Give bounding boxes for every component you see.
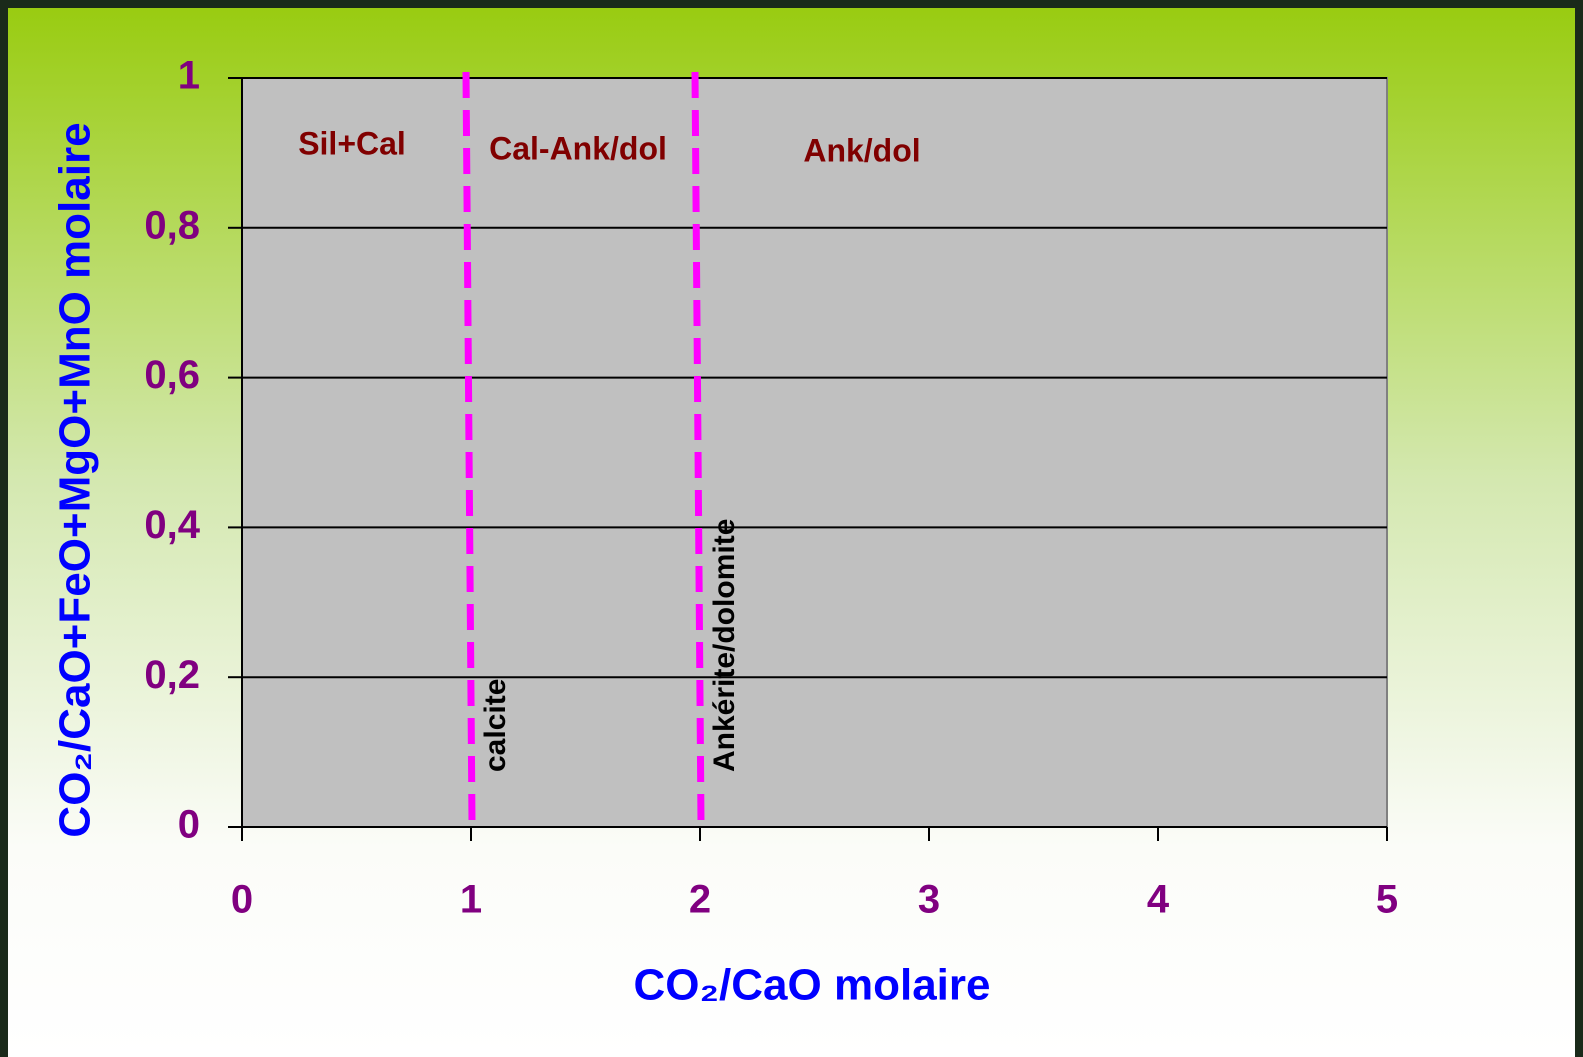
plot-area (241, 77, 1388, 828)
y-tick-label: 0 (178, 803, 200, 847)
x-tick-label: 5 (1376, 878, 1398, 922)
y-tick-label: 0,2 (144, 653, 200, 697)
x-tick-label: 3 (918, 878, 940, 922)
boundary-line (462, 71, 476, 824)
boundary-label: calcite (479, 679, 512, 772)
x-tick-label: 1 (460, 878, 482, 922)
x-tick-label: 4 (1147, 878, 1170, 922)
x-tick-label: 0 (231, 878, 253, 922)
y-tick-label: 1 (178, 54, 200, 98)
y-axis-title: CO₂/CaO+FeO+MgO+MnO molaire (51, 122, 100, 837)
y-tick-label: 0,8 (144, 203, 200, 247)
boundary-label: Ankérite/dolomite (708, 519, 741, 772)
x-tick-label: 2 (689, 878, 711, 922)
boundary-line (691, 71, 705, 824)
region-label: Cal-Ank/dol (489, 130, 667, 166)
y-tick-label: 0,6 (144, 353, 200, 397)
x-axis-title: CO₂/CaO molaire (634, 961, 991, 1010)
y-tick-label: 0,4 (144, 503, 200, 547)
region-label: Ank/dol (803, 132, 920, 168)
region-label: Sil+Cal (298, 125, 406, 161)
